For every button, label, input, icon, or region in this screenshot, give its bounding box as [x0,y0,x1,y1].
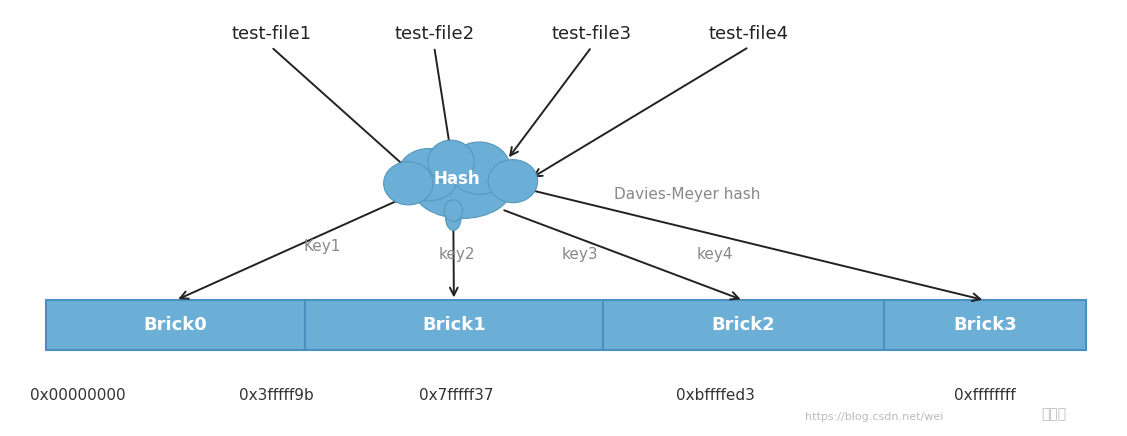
Bar [884,300,1086,350]
Text: key4: key4 [696,247,734,262]
Text: 亿速云: 亿速云 [1041,408,1066,422]
Text: test-file3: test-file3 [551,25,631,43]
Ellipse shape [383,162,433,205]
Text: Davies-Meyer hash: Davies-Meyer hash [614,187,761,202]
Text: 0x3fffff9b: 0x3fffff9b [239,388,314,403]
Ellipse shape [428,140,474,183]
Text: https://blog.csdn.net/wei: https://blog.csdn.net/wei [805,412,943,422]
Text: key2: key2 [438,247,474,262]
Ellipse shape [488,160,538,203]
Text: test-file4: test-file4 [709,25,789,43]
Text: Brick0: Brick0 [144,316,207,334]
Ellipse shape [445,206,461,230]
Ellipse shape [444,200,462,221]
Text: Brick1: Brick1 [421,316,486,334]
Bar [305,300,603,350]
Bar [603,300,884,350]
Text: 0x7fffff37: 0x7fffff37 [419,388,494,403]
Text: 0x00000000: 0x00000000 [30,388,125,403]
Ellipse shape [449,142,511,194]
Ellipse shape [412,157,512,218]
Text: test-file2: test-file2 [394,25,474,43]
Text: 0xffffffff: 0xffffffff [955,388,1015,403]
Ellipse shape [398,149,460,201]
Text: Key1: Key1 [303,238,340,254]
Text: Hash: Hash [434,170,480,188]
Text: Brick2: Brick2 [711,316,775,334]
Text: 0xbffffed3: 0xbffffed3 [676,388,755,403]
Bar [46,300,305,350]
Text: key3: key3 [562,247,598,262]
Text: Brick3: Brick3 [953,316,1017,334]
Text: test-file1: test-file1 [231,25,311,43]
